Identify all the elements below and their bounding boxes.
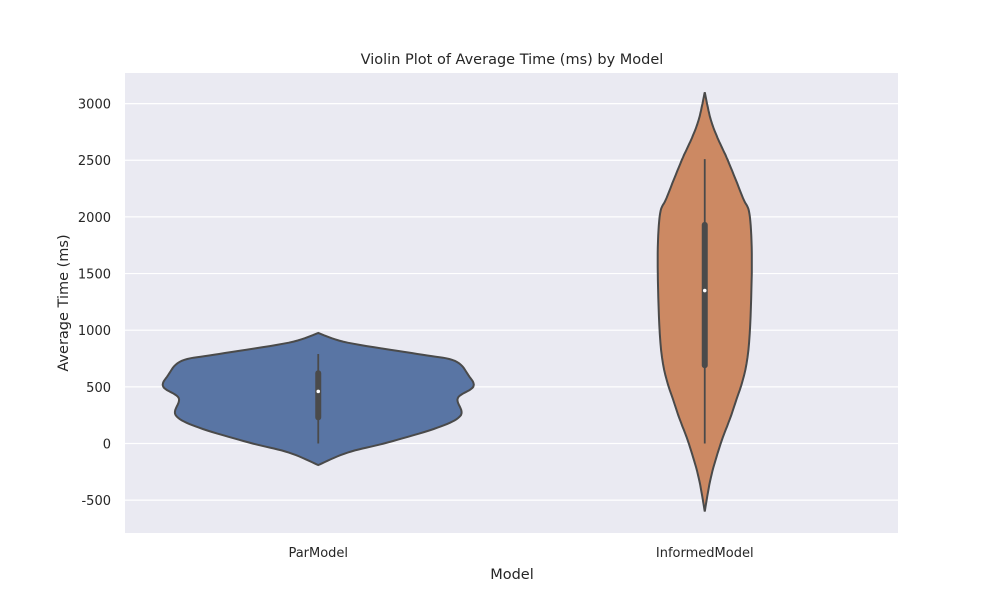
median-point: [702, 288, 707, 293]
y-axis-label: Average Time (ms): [56, 234, 72, 371]
y-tick-label: 1000: [78, 324, 111, 339]
median-point: [316, 389, 321, 394]
y-tick-label: 3000: [78, 98, 111, 113]
y-tick-label: 0: [103, 437, 111, 452]
plot-area: [125, 73, 898, 533]
x-axis-label: Model: [490, 567, 534, 583]
y-tick-label: 2500: [78, 154, 111, 169]
y-tick-label: 500: [86, 381, 111, 396]
x-tick-label: InformedModel: [656, 546, 754, 561]
y-tick-label: 1500: [78, 268, 111, 283]
y-tick-label: -500: [81, 494, 111, 509]
y-tick-label: 2000: [78, 211, 111, 226]
chart-title: Violin Plot of Average Time (ms) by Mode…: [361, 52, 664, 68]
x-tick-label: ParModel: [288, 546, 348, 561]
